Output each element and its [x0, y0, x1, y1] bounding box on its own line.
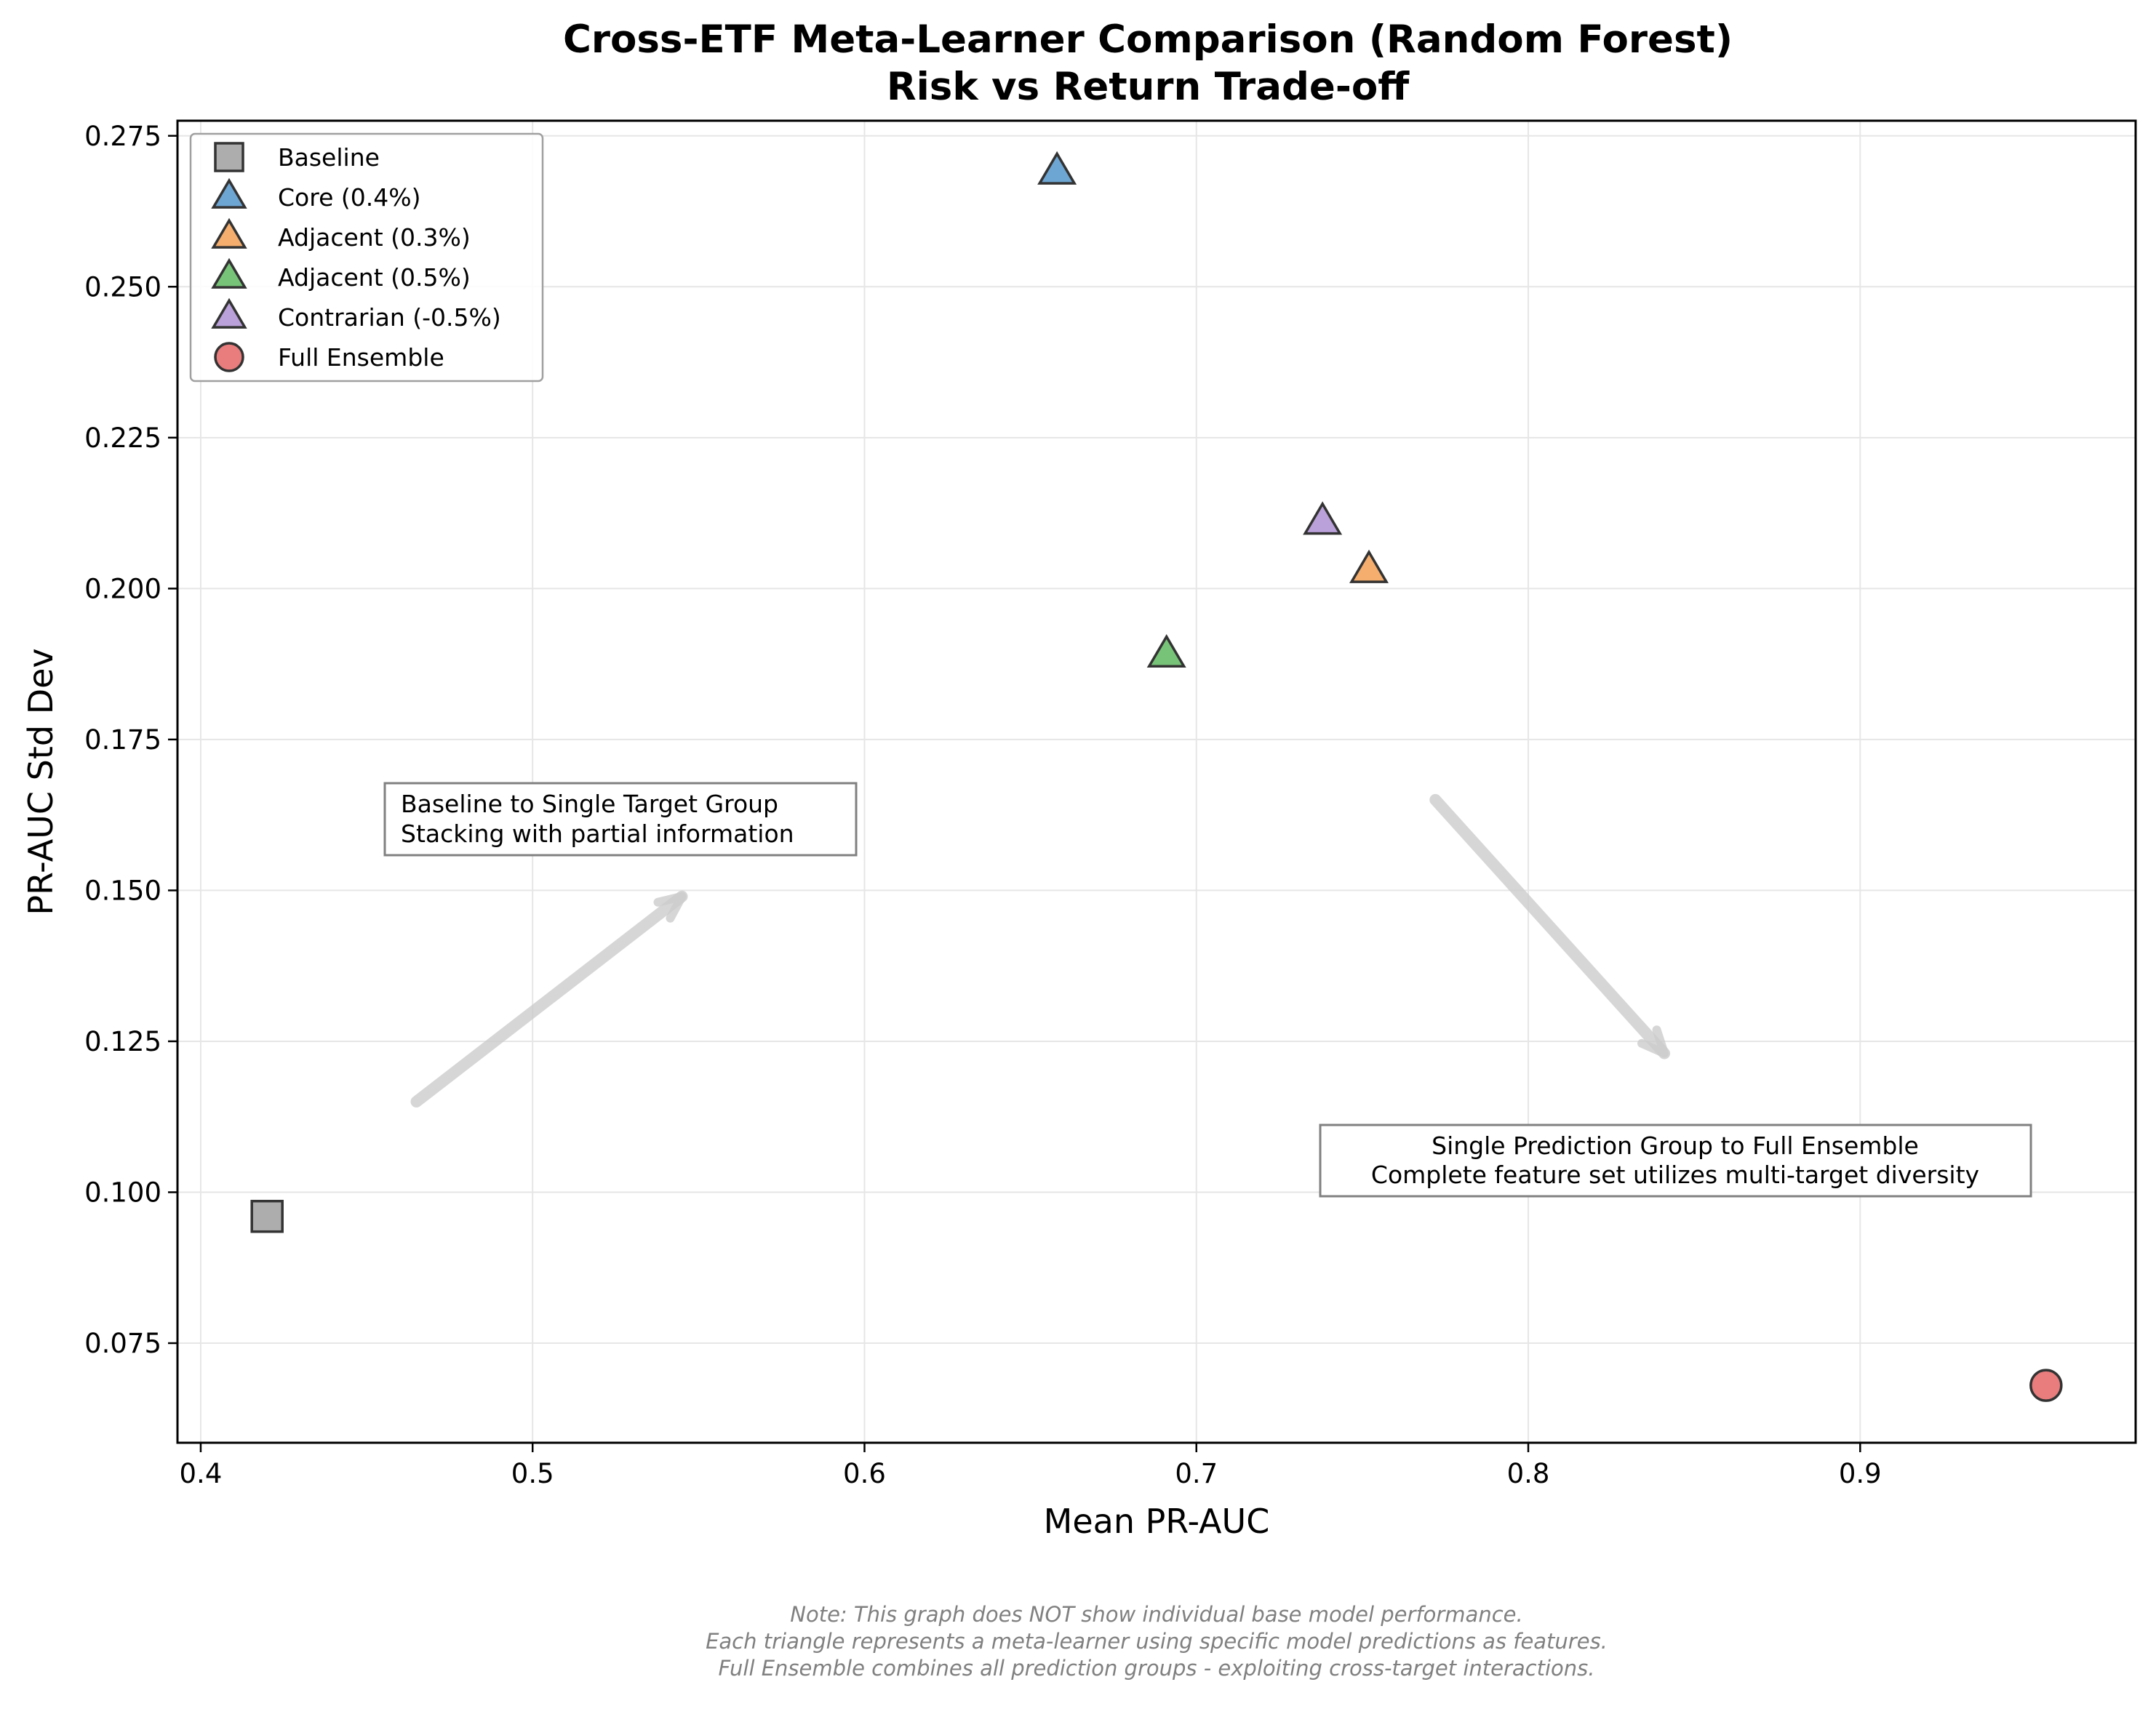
legend-marker-1 — [214, 142, 244, 172]
footnote-line-1: Note: This graph does NOT show individua… — [790, 1602, 1522, 1627]
y-tick-label: 0.275 — [84, 121, 161, 152]
annotation-arrow-2 — [1429, 793, 1671, 1060]
y-tick-label: 0.100 — [84, 1177, 161, 1208]
annotation-arrows — [410, 793, 1671, 1108]
y-tick-label: 0.175 — [84, 724, 161, 756]
legend-frame — [189, 132, 544, 383]
annotation-arrow-1 — [410, 890, 688, 1108]
data-point-3 — [1349, 549, 1389, 583]
data-points — [250, 151, 2063, 1402]
x-axis-label: Mean PR-AUC — [1044, 1502, 1270, 1541]
annotation-single-to-full-ensemble: Single Prediction Group to Full Ensemble… — [1319, 1124, 2032, 1198]
chart-title-line-1: Cross-ETF Meta-Learner Comparison (Rando… — [563, 17, 1733, 62]
legend-marker-3 — [211, 217, 247, 249]
annotation-1-line-1: Baseline to Single Target Group — [401, 790, 778, 818]
y-axis-label: PR-AUC Std Dev — [21, 648, 60, 915]
data-point-6 — [2029, 1369, 2063, 1402]
annotation-box-2 — [1319, 1124, 2032, 1198]
legend-marker-5 — [211, 297, 247, 329]
legend: Baseline Core (0.4%) Adjacent (0.3%) Adj… — [189, 132, 544, 383]
legend-label-adjacent-05: Adjacent (0.5%) — [278, 263, 471, 292]
annotation-1-line-2: Stacking with partial information — [401, 820, 794, 848]
annotation-2-line-1: Single Prediction Group to Full Ensemble — [1432, 1132, 1919, 1160]
legend-marker-4 — [211, 257, 247, 289]
footnote-line-2: Each triangle represents a meta-learner … — [706, 1629, 1608, 1654]
footnote-line-3: Full Ensemble combines all prediction gr… — [719, 1656, 1595, 1681]
x-tick-label: 0.5 — [511, 1458, 554, 1489]
data-point-2 — [1037, 151, 1077, 185]
y-tick-label: 0.125 — [84, 1026, 161, 1057]
chart-title-line-2: Risk vs Return Trade-off — [887, 65, 1410, 109]
data-point-4 — [1146, 634, 1186, 668]
annotation-arrowhead-1 — [653, 892, 687, 923]
y-tick-label: 0.200 — [84, 573, 161, 604]
legend-label-contrarian: Contrarian (-0.5%) — [278, 303, 501, 332]
legend-label-baseline: Baseline — [278, 143, 380, 172]
annotation-baseline-to-single-target: Baseline to Single Target Group Stacking… — [383, 782, 858, 857]
plot-frame — [176, 119, 2137, 1444]
annotation-2-line-2: Complete feature set utilizes multi-targ… — [1371, 1161, 1979, 1189]
x-tick-label: 0.9 — [1839, 1458, 1882, 1489]
legend-markers — [211, 142, 247, 372]
y-tick-label: 0.075 — [84, 1328, 161, 1359]
legend-marker-2 — [211, 177, 247, 209]
legend-marker-6 — [214, 342, 244, 372]
x-tick-label: 0.6 — [843, 1458, 886, 1489]
data-point-1 — [250, 1199, 284, 1233]
annotation-arrowhead-2 — [1637, 1025, 1669, 1058]
legend-label-adjacent-03: Adjacent (0.3%) — [278, 223, 471, 252]
y-tick-label: 0.250 — [84, 271, 161, 303]
y-tick-label: 0.150 — [84, 875, 161, 906]
legend-label-full-ensemble: Full Ensemble — [278, 343, 444, 372]
annotation-box-1 — [383, 782, 858, 857]
x-tick-label: 0.7 — [1175, 1458, 1218, 1489]
y-tick-label: 0.225 — [84, 423, 161, 454]
x-tick-label: 0.4 — [180, 1458, 223, 1489]
axis-ticks: 0.4 0.5 0.6 0.7 0.8 0.9 0.075 0.100 0.125 0.150 0.… — [84, 121, 1882, 1489]
legend-label-core: Core (0.4%) — [278, 183, 420, 212]
x-tick-label: 0.8 — [1507, 1458, 1550, 1489]
data-point-5 — [1303, 501, 1343, 535]
